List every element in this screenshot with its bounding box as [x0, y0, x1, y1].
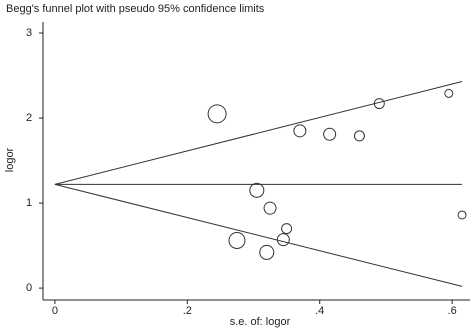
funnel-line: [54, 81, 463, 185]
point: [207, 104, 227, 124]
point: [444, 88, 454, 98]
y-tick-label: 1: [26, 197, 32, 209]
point: [249, 182, 265, 198]
x-tick-label: .2: [183, 305, 192, 317]
point: [281, 223, 293, 235]
point: [373, 98, 385, 110]
y-tick-label: 2: [26, 112, 32, 124]
funnel-line: [54, 183, 463, 287]
point: [457, 210, 467, 220]
y-tick-label: 3: [26, 27, 32, 39]
chart-title: Begg's funnel plot with pseudo 95% confi…: [6, 3, 265, 15]
x-axis-label: s.e. of: logor: [230, 316, 291, 328]
point: [353, 130, 365, 142]
point: [263, 201, 277, 215]
point: [276, 233, 290, 247]
point: [259, 244, 275, 260]
point: [323, 127, 337, 141]
x-tick-label: .4: [315, 305, 324, 317]
point: [293, 124, 307, 138]
y-tick-label: 0: [26, 282, 32, 294]
x-tick-label: .6: [448, 305, 457, 317]
x-tick-label: 0: [52, 305, 58, 317]
y-axis-label: logor: [4, 147, 16, 172]
point: [228, 231, 246, 249]
